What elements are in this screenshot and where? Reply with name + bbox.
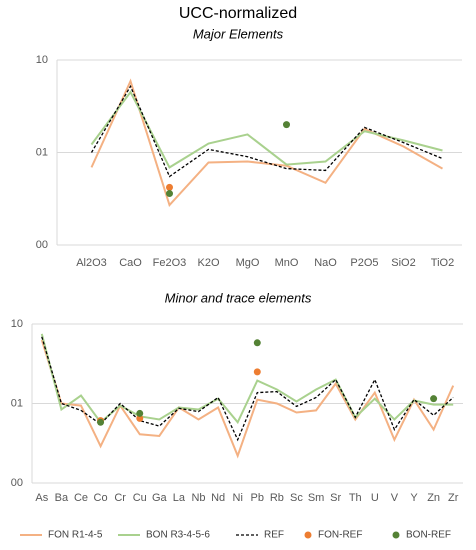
data-point — [253, 368, 261, 376]
series-line — [40, 333, 454, 425]
legend-label: FON-REF — [318, 530, 362, 541]
data-point — [166, 190, 173, 198]
series-line — [90, 84, 443, 178]
y-tick-label: 00 — [11, 477, 23, 489]
y-tick-label: 01 — [36, 146, 48, 158]
series-line — [90, 78, 443, 208]
x-tick-label: Pb — [251, 492, 264, 504]
x-tick-label: Zn — [427, 492, 440, 504]
x-tick-label: MnO — [275, 257, 299, 269]
x-tick-label: MgO — [236, 257, 260, 269]
x-tick-label: As — [35, 492, 48, 504]
legend-marker — [392, 531, 400, 539]
x-tick-label: Sr — [330, 492, 341, 504]
series-line — [41, 336, 454, 442]
legend-label: BON-REF — [406, 530, 451, 541]
legend-marker — [304, 531, 312, 539]
x-tick-label: K2O — [197, 257, 219, 269]
x-tick-label: Sm — [308, 492, 325, 504]
x-tick-label: Al2O3 — [76, 257, 107, 269]
data-point — [136, 414, 144, 422]
series-line — [90, 90, 443, 169]
x-tick-label: CaO — [119, 257, 142, 269]
x-tick-label: Sc — [290, 492, 303, 504]
y-tick-label: 10 — [36, 54, 48, 66]
x-tick-label: Ni — [233, 492, 243, 504]
x-tick-label: Ga — [152, 492, 168, 504]
x-tick-label: Th — [349, 492, 362, 504]
series-line — [40, 339, 455, 459]
x-tick-label: Rb — [270, 492, 284, 504]
x-tick-label: Fe2O3 — [153, 257, 187, 269]
legend-label: FON R1-4-5 — [48, 530, 103, 541]
data-point — [97, 418, 105, 426]
x-tick-label: Cr — [114, 492, 126, 504]
data-point — [166, 183, 173, 191]
legend-label: BON R3-4-5-6 — [146, 530, 210, 541]
y-tick-label: 01 — [11, 397, 23, 409]
x-tick-label: V — [391, 492, 399, 504]
x-tick-label: Ba — [55, 492, 69, 504]
x-tick-label: U — [371, 492, 379, 504]
x-tick-label: P2O5 — [350, 257, 378, 269]
x-tick-label: Y — [410, 492, 418, 504]
x-tick-label: Nb — [191, 492, 205, 504]
data-point — [136, 409, 144, 417]
legend-label: REF — [264, 530, 284, 541]
y-tick-label: 10 — [11, 318, 23, 330]
x-tick-label: Co — [94, 492, 108, 504]
x-tick-label: SiO2 — [391, 257, 415, 269]
x-tick-label: Zr — [448, 492, 459, 504]
x-tick-label: La — [173, 492, 186, 504]
x-tick-label: NaO — [314, 257, 337, 269]
x-tick-label: TiO2 — [431, 257, 454, 269]
data-point — [283, 121, 290, 129]
y-tick-label: 00 — [36, 239, 48, 251]
x-tick-label: Nd — [211, 492, 225, 504]
chart-subtitle: Major Elements — [193, 26, 284, 41]
data-point — [253, 339, 261, 347]
chart-title: UCC-normalized — [179, 5, 297, 22]
x-tick-label: Cu — [133, 492, 147, 504]
data-point — [430, 395, 438, 403]
chart-subtitle: Minor and trace elements — [165, 290, 312, 305]
x-tick-label: Ce — [74, 492, 88, 504]
